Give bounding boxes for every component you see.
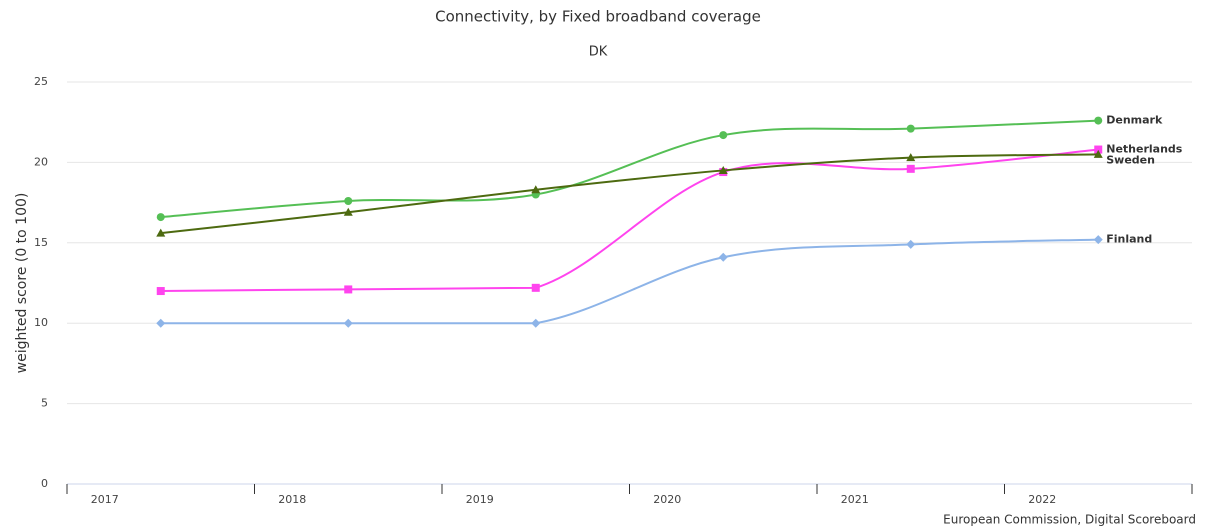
point xyxy=(156,228,166,237)
line xyxy=(160,119,1099,219)
point xyxy=(1094,116,1103,125)
series-label: Denmark xyxy=(1106,114,1163,127)
point xyxy=(718,165,728,174)
line xyxy=(160,148,1099,293)
y-tick-label: 20 xyxy=(34,155,48,168)
point xyxy=(1094,145,1103,154)
point xyxy=(906,164,915,173)
point xyxy=(1093,235,1103,245)
point xyxy=(531,185,541,194)
point xyxy=(156,287,165,296)
point xyxy=(156,318,166,328)
x-tick-label: 2021 xyxy=(841,493,869,506)
chart-title: Connectivity, by Fixed broadband coverag… xyxy=(435,8,761,26)
point xyxy=(343,318,353,328)
point xyxy=(719,131,728,140)
point xyxy=(343,207,353,216)
series-label: Finland xyxy=(1106,233,1152,246)
point xyxy=(344,196,353,205)
point xyxy=(344,285,353,294)
point xyxy=(718,252,728,262)
x-tick-label: 2017 xyxy=(91,493,119,506)
x-tick-label: 2019 xyxy=(466,493,494,506)
x-tick-label: 2020 xyxy=(653,493,681,506)
series-label: Sweden xyxy=(1106,154,1155,167)
point xyxy=(906,124,915,133)
point xyxy=(1093,149,1103,158)
credits: European Commission, Digital Scoreboard xyxy=(943,513,1196,527)
y-axis-label: weighted score (0 to 100) xyxy=(14,193,30,374)
y-tick-label: 15 xyxy=(34,236,48,249)
series-label: Netherlands xyxy=(1106,143,1183,156)
line xyxy=(160,153,1099,235)
y-tick-label: 25 xyxy=(34,75,48,88)
y-tick-label: 0 xyxy=(41,477,48,490)
x-tick-label: 2018 xyxy=(278,493,306,506)
point xyxy=(906,239,916,249)
chart-subtitle: DK xyxy=(589,45,608,60)
line xyxy=(160,238,1099,325)
point xyxy=(906,153,916,162)
x-tick-label: 2022 xyxy=(1028,493,1056,506)
y-tick-label: 5 xyxy=(41,397,48,410)
point xyxy=(531,318,541,328)
y-tick-label: 10 xyxy=(34,316,48,329)
point xyxy=(156,213,165,222)
point xyxy=(531,283,540,292)
